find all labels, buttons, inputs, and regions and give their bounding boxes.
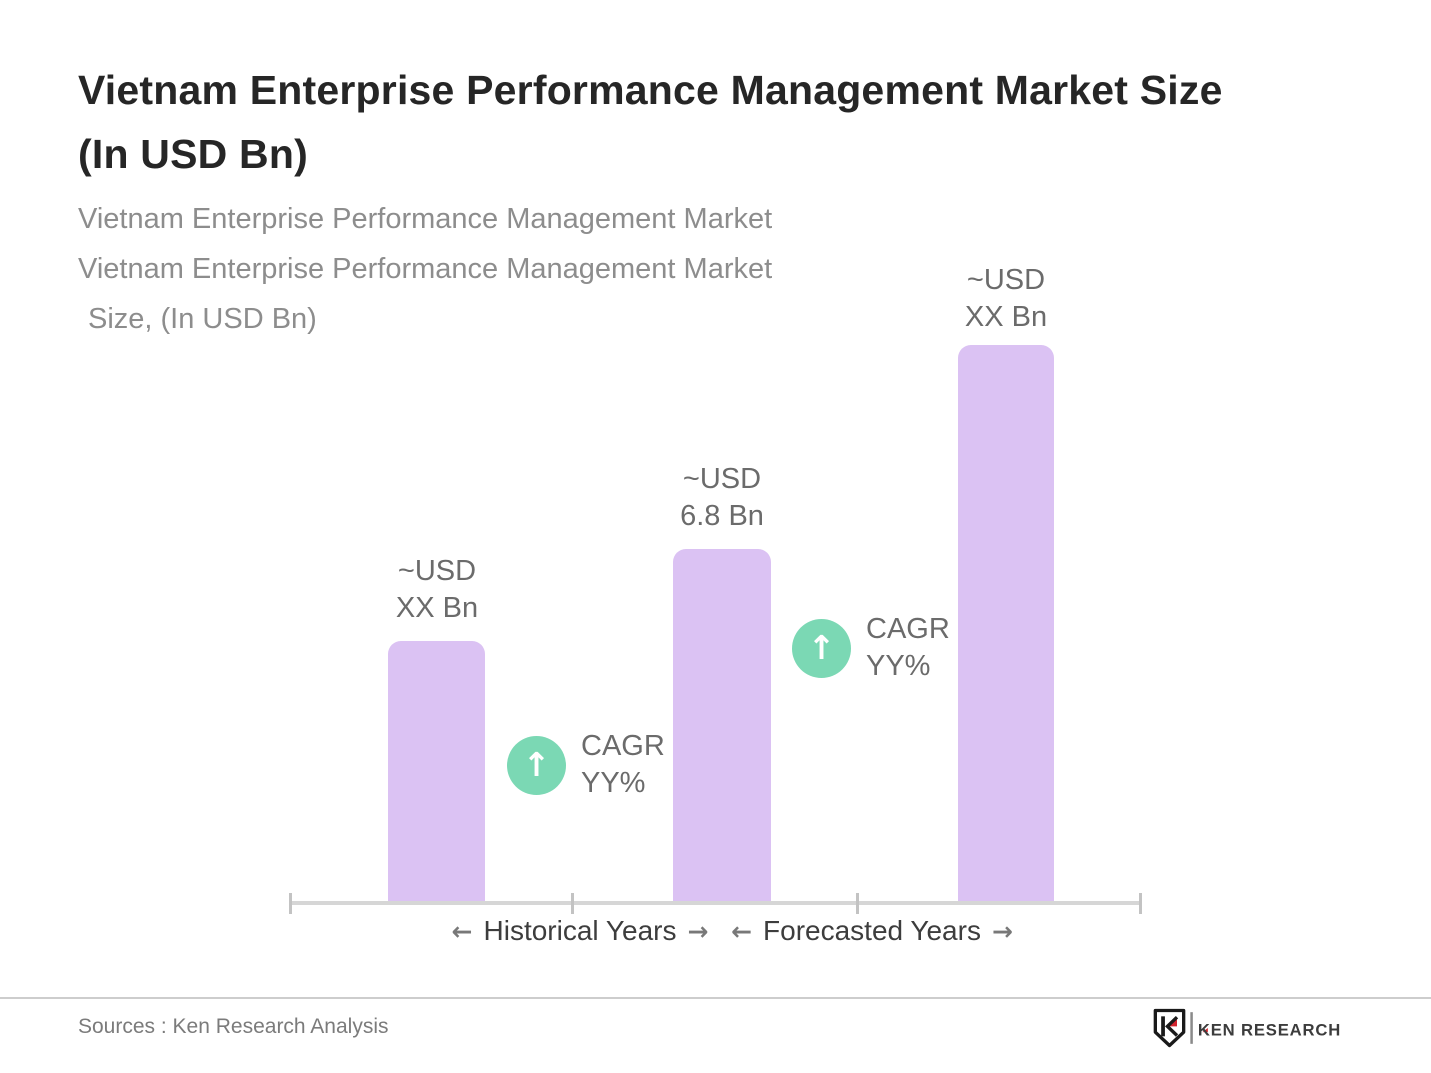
ken-research-shield-icon bbox=[1153, 1008, 1186, 1048]
axis-tick bbox=[289, 893, 292, 914]
cagr-circle: ↑ bbox=[507, 735, 566, 795]
axis-tick bbox=[856, 893, 859, 914]
bar-forecast bbox=[958, 345, 1054, 903]
left-arrow-icon: ← bbox=[451, 916, 473, 946]
bar-historical bbox=[388, 641, 485, 903]
footer-divider bbox=[0, 997, 1431, 999]
right-arrow-icon: → bbox=[687, 916, 709, 946]
up-arrow-icon: ↑ bbox=[807, 627, 836, 667]
logo-divider bbox=[1190, 1012, 1193, 1044]
axis-tick bbox=[1139, 893, 1142, 914]
axis-segment-label: Forecasted Years bbox=[763, 915, 981, 946]
cagr-circle: ↑ bbox=[792, 618, 851, 678]
bar-value-label-base: ~USD 6.8 Bn bbox=[680, 463, 764, 532]
cagr-text: CAGR YY% bbox=[581, 730, 665, 799]
subtitle-line: Vietnam Enterprise Performance Managemen… bbox=[78, 203, 773, 235]
logo-wordmark: KEN RESEARCH bbox=[1198, 1021, 1341, 1040]
right-arrow-icon: → bbox=[991, 916, 1013, 946]
axis-segment-forecasted: ← Forecasted Years → bbox=[731, 915, 1013, 947]
cagr-text: CAGR YY% bbox=[866, 613, 950, 682]
bar-value-label-forecast: ~USD XX Bn bbox=[964, 264, 1048, 333]
logo-k-accent bbox=[1202, 1028, 1208, 1033]
subtitle-line: Vietnam Enterprise Performance Managemen… bbox=[78, 253, 773, 285]
cagr-badge-1: ↑ CAGR YY% bbox=[507, 728, 665, 802]
page-title: Vietnam Enterprise Performance Managemen… bbox=[78, 67, 1223, 177]
subtitle-line: Size, (In USD Bn) bbox=[88, 303, 317, 335]
cagr-badge-2: ↑ CAGR YY% bbox=[792, 611, 950, 685]
left-arrow-icon: ← bbox=[731, 916, 753, 946]
axis-tick bbox=[571, 893, 574, 914]
ken-research-logo: KEN RESEARCH bbox=[1153, 1008, 1341, 1048]
up-arrow-icon: ↑ bbox=[522, 744, 551, 784]
x-axis-line bbox=[290, 901, 1141, 905]
axis-segment-historical: ← Historical Years → bbox=[452, 915, 709, 947]
bar-value-label-historical: ~USD XX Bn bbox=[395, 555, 479, 624]
page-subtitle: Vietnam Enterprise Performance Managemen… bbox=[78, 194, 978, 344]
axis-segment-label: Historical Years bbox=[483, 915, 677, 946]
sources-note: Sources : Ken Research Analysis bbox=[78, 1015, 389, 1038]
bar-base-year bbox=[673, 549, 771, 903]
